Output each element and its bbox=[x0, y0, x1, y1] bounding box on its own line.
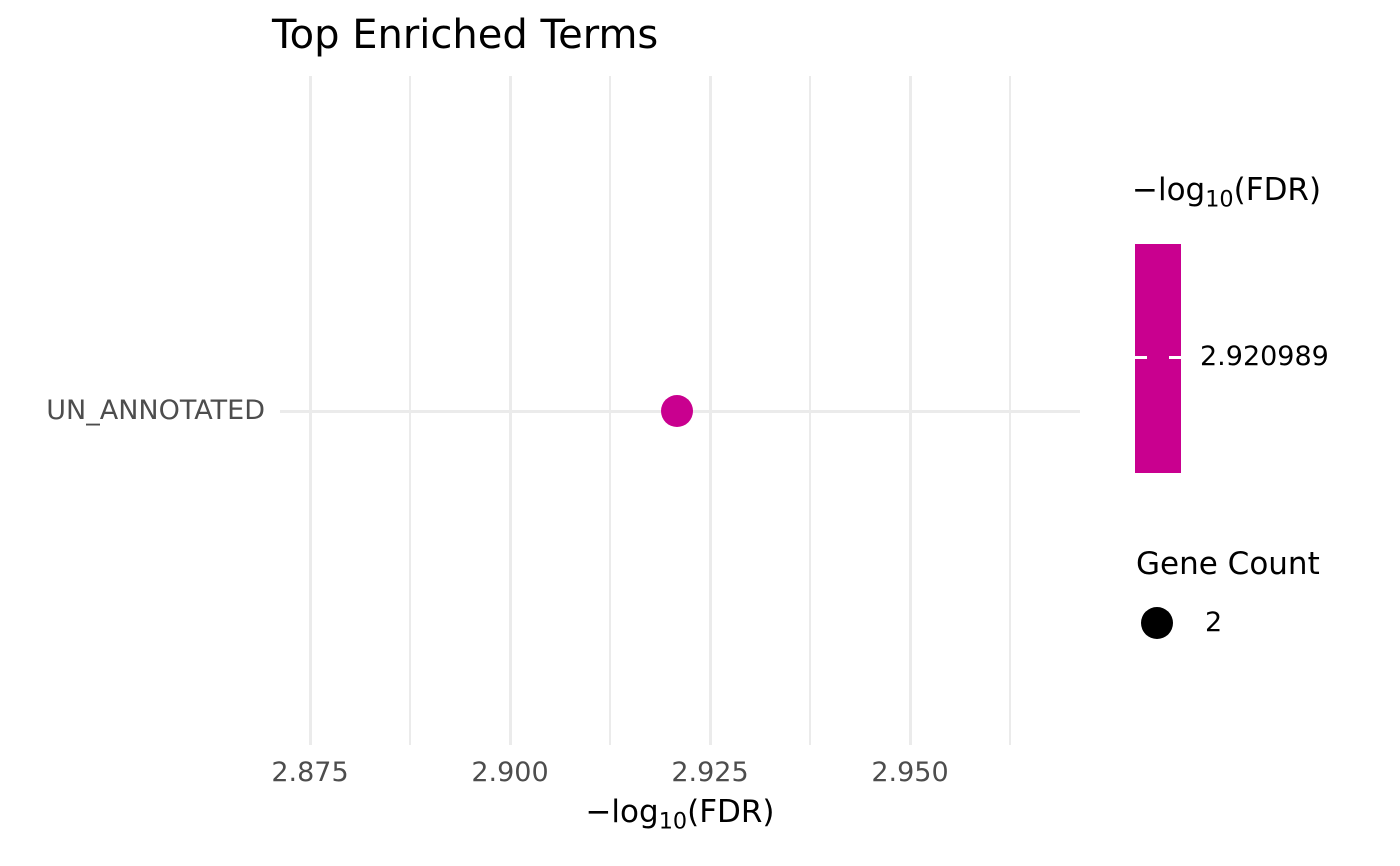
x-axis-tick-3: 2.925 bbox=[671, 757, 749, 788]
x-axis-tick-1: 2.875 bbox=[271, 757, 349, 788]
colorbar-title-pre: −log bbox=[1132, 172, 1206, 208]
colorbar-tick-label: 2.920989 bbox=[1200, 341, 1329, 372]
plot-title: Top Enriched Terms bbox=[272, 12, 659, 58]
x-axis-title-post: (FDR) bbox=[687, 794, 775, 830]
colorbar-legend-title: −log10(FDR) bbox=[1132, 172, 1321, 213]
x-axis-tick-4: 2.950 bbox=[871, 757, 949, 788]
y-axis-tick-label: UN_ANNOTATED bbox=[46, 395, 265, 426]
colorbar-title-subscript: 10 bbox=[1205, 186, 1234, 213]
size-legend-point-icon bbox=[1141, 607, 1173, 639]
scatter-point-un-annotated bbox=[661, 395, 693, 427]
size-legend-title: Gene Count bbox=[1136, 546, 1320, 582]
x-axis-title: −log10(FDR) bbox=[280, 794, 1080, 835]
x-axis-title-subscript: 10 bbox=[658, 808, 688, 835]
colorbar-tick-left bbox=[1135, 356, 1147, 359]
colorbar-title-post: (FDR) bbox=[1233, 172, 1322, 208]
colorbar-tick-right bbox=[1169, 356, 1181, 359]
x-axis-tick-2: 2.900 bbox=[471, 757, 549, 788]
size-legend-label: 2 bbox=[1205, 607, 1223, 638]
x-axis-title-pre: −log bbox=[585, 794, 659, 830]
colorbar bbox=[1135, 244, 1181, 473]
plot-panel bbox=[280, 76, 1080, 745]
